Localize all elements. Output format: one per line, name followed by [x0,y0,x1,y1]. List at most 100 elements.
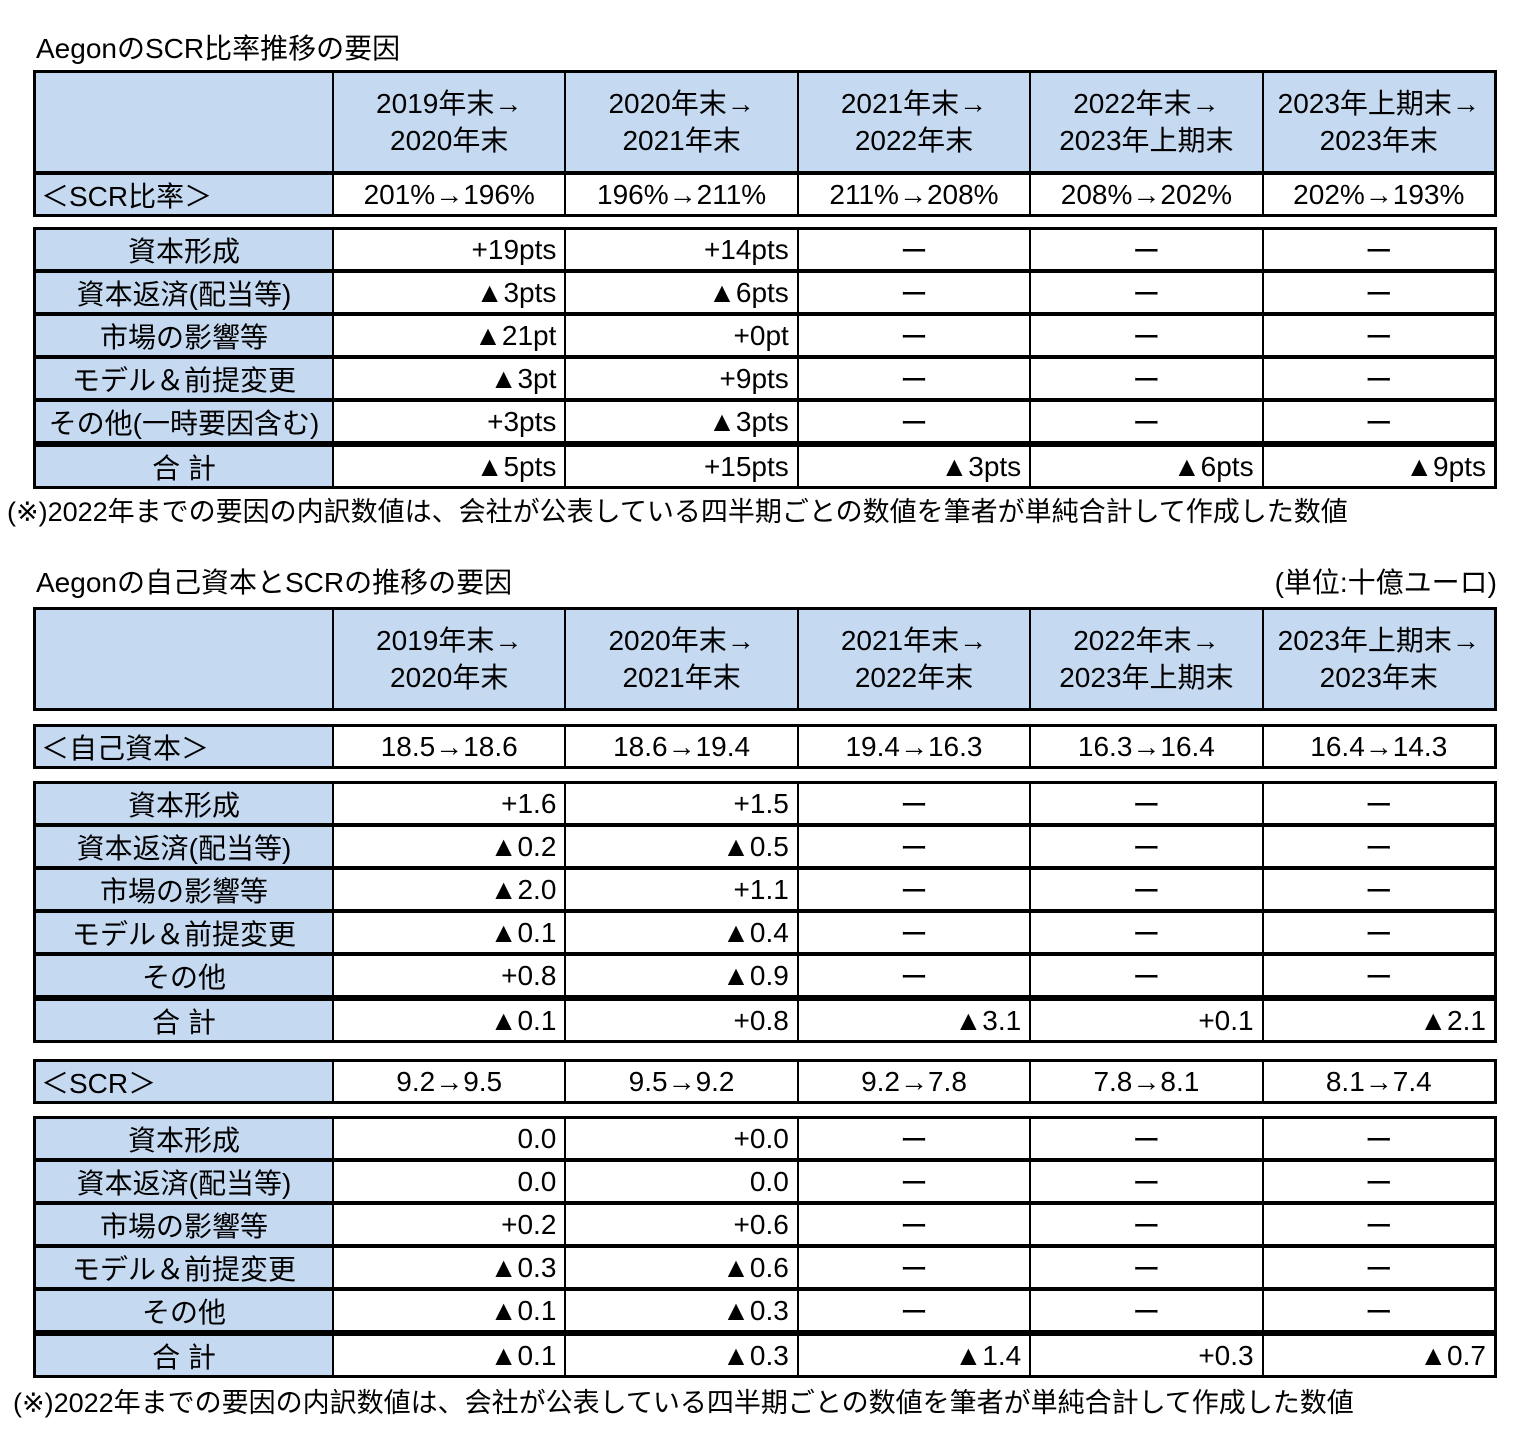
column-header-cell: 2021年末→ 2022年末 [796,610,1030,708]
column-header-cell: 2019年末→ 2020年末 [332,610,565,708]
value-cell: ▲0.4 [564,909,797,952]
value-cell: 0.0 [332,1119,565,1158]
row-label-cell: モデル＆前提変更 [36,909,332,952]
value-cell: ー [1029,355,1262,398]
value-cell: 211%→208% [796,171,1030,214]
value-cell: ▲2.1 [1261,995,1494,1040]
value-cell: ▲3pts [564,398,797,441]
row-label-cell: ＜SCR比率＞ [36,171,332,214]
value-cell: +1.1 [564,866,797,909]
value-cell: ▲0.9 [564,952,797,995]
value-cell: +1.5 [564,784,797,823]
row-label-cell: 市場の影響等 [36,1201,332,1244]
value-cell: ー [1261,866,1494,909]
value-cell: +14pts [564,230,797,269]
value-cell: ー [1029,784,1262,823]
value-cell: ▲0.2 [332,823,565,866]
value-cell: ー [796,355,1030,398]
column-header-cell: 2019年末→ 2020年末 [332,73,565,171]
value-cell: 0.0 [564,1158,797,1201]
value-cell: +9pts [564,355,797,398]
value-cell: ▲21pt [332,312,565,355]
row-label-cell: 合 計 [36,1330,332,1375]
value-cell: ー [796,1287,1030,1330]
row-label-cell: 資本返済(配当等) [36,1158,332,1201]
value-cell: ー [796,398,1030,441]
row-label-cell: 資本返済(配当等) [36,269,332,312]
table1-footnote: (※)2022年までの要因の内訳数値は、会社が公表している四半期ごとの数値を筆者… [7,497,1348,527]
table2-title: Aegonの自己資本とSCRの推移の要因 [36,567,513,598]
column-header-cell: 2020年末→ 2021年末 [564,610,797,708]
equity-factors-table: 資本形成 +1.6 +1.5 ー ー ー 資本返済(配当等) ▲0.2 ▲0.5… [33,781,1497,1043]
value-cell: ー [1261,909,1494,952]
value-cell: ▲0.3 [332,1244,565,1287]
value-cell: ー [1261,355,1494,398]
header-line: 2021年末 [622,125,741,156]
value-cell: +15pts [564,441,797,486]
header-line: 2020年末→ [608,88,755,119]
value-cell: ▲0.6 [564,1244,797,1287]
header-line: 2020年末→ [608,625,755,656]
value-cell: 196%→211% [564,171,797,214]
value-cell: ー [796,909,1030,952]
row-label-cell: 合 計 [36,995,332,1040]
value-cell: ー [1261,1287,1494,1330]
value-cell: 9.2→9.5 [332,1062,565,1101]
value-cell: ー [1261,398,1494,441]
header-line: 2021年末 [622,662,741,693]
row-label-cell: 資本形成 [36,784,332,823]
value-cell: 9.5→9.2 [564,1062,797,1101]
value-cell: ー [1261,269,1494,312]
value-cell: ー [1029,952,1262,995]
value-cell: ー [1029,312,1262,355]
value-cell: 0.0 [332,1158,565,1201]
value-cell: ▲0.3 [564,1287,797,1330]
value-cell: 18.6→19.4 [564,727,797,766]
value-cell: 201%→196% [332,171,565,214]
value-cell: ー [1261,784,1494,823]
value-cell: ▲2.0 [332,866,565,909]
value-cell: ー [1029,1201,1262,1244]
header-line: 2023年上期末 [1059,125,1234,156]
row-label-cell: その他 [36,952,332,995]
corner-cell [36,73,332,171]
value-cell: +0.3 [1029,1330,1262,1375]
value-cell: ー [1029,823,1262,866]
value-cell: ー [1029,230,1262,269]
value-cell: ー [1261,823,1494,866]
value-cell: ー [796,823,1030,866]
value-cell: ー [1261,952,1494,995]
value-cell: +0.6 [564,1201,797,1244]
row-label-cell: モデル＆前提変更 [36,1244,332,1287]
row-label-cell: 資本返済(配当等) [36,823,332,866]
value-cell: 7.8→8.1 [1029,1062,1262,1101]
value-cell: ▲3.1 [796,995,1030,1040]
column-header-cell: 2022年末→ 2023年上期末 [1029,610,1262,708]
value-cell: 19.4→16.3 [796,727,1030,766]
table2-title-row: Aegonの自己資本とSCRの推移の要因 (単位:十億ユーロ) [33,564,1497,602]
row-label-cell: モデル＆前提変更 [36,355,332,398]
header-line: 2020年末 [390,125,509,156]
value-cell: ー [796,866,1030,909]
column-header-cell: 2022年末→ 2023年上期末 [1029,73,1262,171]
value-cell: +0.2 [332,1201,565,1244]
value-cell: +1.6 [332,784,565,823]
table2-header-table: 2019年末→ 2020年末 2020年末→ 2021年末 2021年末→ 20… [33,607,1497,711]
value-cell: ▲9pts [1261,441,1494,486]
value-cell: 16.3→16.4 [1029,727,1262,766]
value-cell: ー [1029,909,1262,952]
value-cell: ▲6pts [1029,441,1262,486]
column-header-cell: 2020年末→ 2021年末 [564,73,797,171]
value-cell: ー [796,230,1030,269]
header-line: 2022年末→ [1073,625,1220,656]
row-label-cell: ＜自己資本＞ [36,727,332,766]
header-line: 2023年上期末→ [1277,625,1480,656]
value-cell: +0.0 [564,1119,797,1158]
value-cell: ▲6pts [564,269,797,312]
value-cell: ー [796,312,1030,355]
value-cell: 18.5→18.6 [332,727,565,766]
value-cell: ▲0.3 [564,1330,797,1375]
value-cell: ー [796,1158,1030,1201]
value-cell: ー [796,1119,1030,1158]
value-cell: +0.1 [1029,995,1262,1040]
